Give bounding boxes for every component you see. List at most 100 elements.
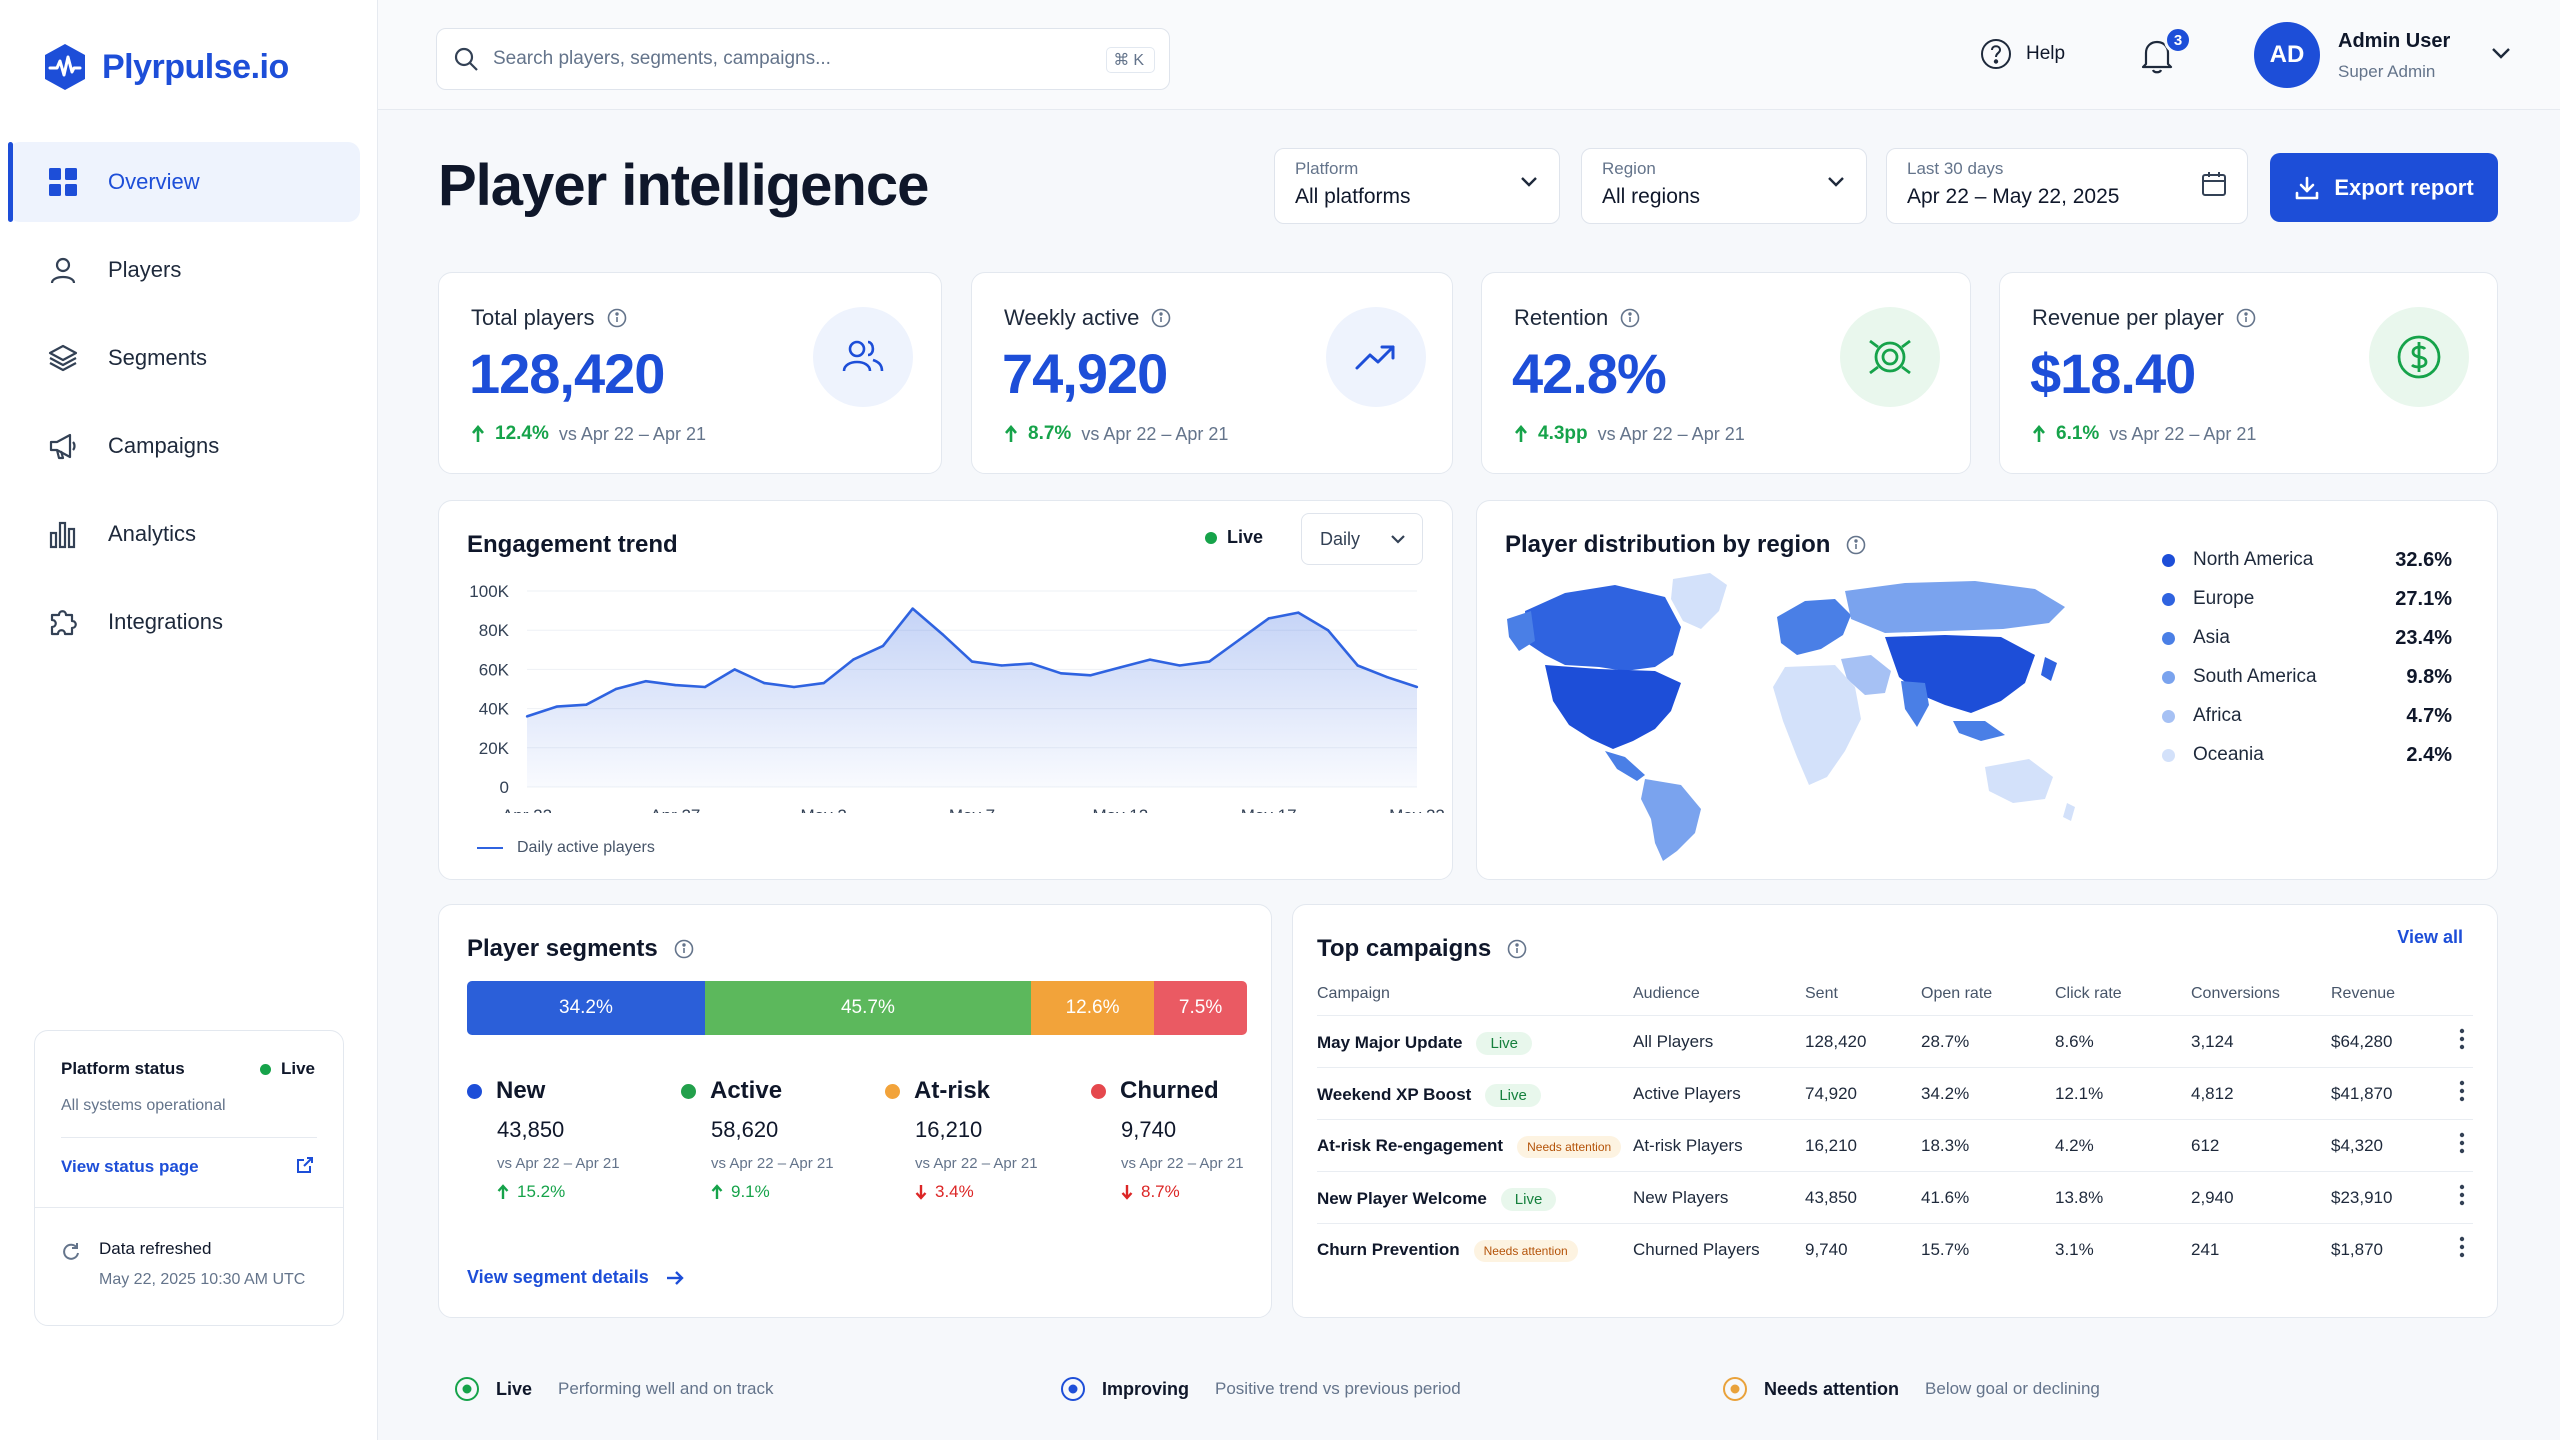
date-range-filter[interactable]: Last 30 days Apr 22 – May 22, 2025 [1886, 148, 2248, 224]
search-input[interactable] [493, 48, 1053, 70]
world-map[interactable] [1505, 571, 2095, 861]
data-point [1297, 611, 1300, 614]
sidebar-item-analytics[interactable]: Analytics [8, 494, 360, 574]
view-segment-details-label: View segment details [467, 1267, 649, 1287]
view-all-campaigns-link[interactable]: View all [2397, 927, 2463, 947]
campaign-revenue: $4,320 [2331, 1136, 2383, 1155]
export-report-button[interactable]: Export report [2270, 153, 2498, 222]
legend-needs-attention: Needs attention Below goal or declining [1722, 1376, 2100, 1402]
data-point [852, 658, 855, 661]
kpi-title-text: Revenue per player [2032, 305, 2225, 330]
kpi-value: 42.8% [1512, 342, 1667, 405]
segment-bar-new[interactable]: 34.2% [467, 981, 705, 1035]
more-vertical-icon[interactable] [2459, 1184, 2465, 1206]
more-vertical-icon[interactable] [2459, 1028, 2465, 1050]
refresh-icon[interactable] [61, 1241, 81, 1261]
platform-status-title: Platform status [61, 1059, 185, 1078]
campaign-open-rate: 41.6% [1921, 1188, 1970, 1207]
sidebar-item-integrations[interactable]: Integrations [8, 582, 360, 662]
campaign-conversions: 3,124 [2191, 1032, 2234, 1051]
column-header[interactable]: Click rate [2055, 985, 2122, 1002]
sidebar-item-players[interactable]: Players [8, 230, 360, 310]
notification-count-badge: 3 [2164, 26, 2192, 54]
region-swatch [2162, 709, 2175, 723]
attention-circle-icon [1723, 1377, 1747, 1401]
view-segment-details-link[interactable]: View segment details [467, 1267, 685, 1288]
filter-label: Region [1602, 159, 1656, 178]
platform-filter[interactable]: Platform All platforms [1274, 148, 1560, 224]
info-icon[interactable] [1846, 535, 1866, 555]
external-link-icon[interactable] [295, 1155, 315, 1175]
sidebar-item-overview[interactable]: Overview [8, 142, 360, 222]
segment-bar-active[interactable]: 45.7% [704, 981, 1031, 1035]
kpi-icon-badge [813, 307, 913, 407]
view-status-page-link[interactable]: View status page [61, 1157, 199, 1176]
kpi-title: Revenue per player [2032, 305, 2256, 331]
campaign-audience: At-risk Players [1633, 1136, 1743, 1155]
x-tick-label: May 17 [1241, 806, 1297, 813]
segment-count: 58,620 [711, 1117, 779, 1142]
info-icon[interactable] [607, 308, 627, 328]
chevron-down-icon[interactable] [2490, 46, 2512, 60]
column-header[interactable]: Audience [1633, 985, 1700, 1002]
sidebar-item-campaigns[interactable]: Campaigns [8, 406, 360, 486]
help-button[interactable]: Help [1980, 38, 2065, 70]
brand-logo[interactable]: Plyrpulse.io [42, 42, 289, 92]
region-name: Africa [2193, 705, 2242, 726]
kpi-card-revenue-per-player: Revenue per player $18.40 6.1% vs Apr 22… [1999, 272, 2498, 474]
kpi-value: $18.40 [2030, 342, 2196, 405]
x-tick-label: May 12 [1092, 806, 1148, 813]
region-legend-item: Africa 4.7% [2162, 701, 2452, 731]
campaign-name-text: At-risk Re-engagement [1317, 1136, 1504, 1155]
info-icon[interactable] [1620, 308, 1640, 328]
help-circle-icon [1981, 39, 2011, 69]
campaign-conversions: 241 [2191, 1240, 2220, 1259]
table-row[interactable]: Weekend XP Boost Live Active Players 74,9… [1317, 1067, 2473, 1119]
card-title-text: Player distribution by region [1505, 531, 1831, 558]
y-tick-label: 20K [479, 739, 510, 758]
kpi-delta-value: 8.7% [1028, 423, 1072, 444]
region-filter[interactable]: Region All regions [1581, 148, 1867, 224]
bar-chart-icon [49, 521, 76, 549]
info-icon[interactable] [2236, 308, 2256, 328]
table-row[interactable]: At-risk Re-engagement Needs attention At-… [1317, 1119, 2473, 1171]
interval-select[interactable]: Daily [1301, 513, 1423, 565]
improving-circle-icon [1061, 1377, 1085, 1401]
segment-new[interactable]: New 43,850 vs Apr 22 – Apr 21 15.2% [467, 1077, 620, 1202]
user-name[interactable]: Admin User [2338, 30, 2451, 52]
pulse-logo-icon [45, 44, 85, 90]
kpi-compare: vs Apr 22 – Apr 21 [2109, 423, 2257, 444]
more-vertical-icon[interactable] [2459, 1080, 2465, 1102]
sidebar-item-segments[interactable]: Segments [8, 318, 360, 398]
column-header[interactable]: Revenue [2331, 985, 2396, 1002]
help-label: Help [2026, 43, 2066, 64]
segment-bar-churned[interactable]: 7.5% [1154, 981, 1247, 1035]
more-vertical-icon[interactable] [2459, 1236, 2465, 1258]
column-header[interactable]: Sent [1805, 985, 1838, 1002]
search-box[interactable]: ⌘K [436, 28, 1170, 90]
avatar[interactable]: AD [2254, 22, 2320, 88]
campaign-revenue: $23,910 [2331, 1188, 2393, 1207]
map-region-alaska [1507, 611, 1535, 651]
legend-label: Daily active players [517, 839, 655, 856]
more-vertical-icon[interactable] [2459, 1132, 2465, 1154]
region-legend-item: South America 9.8% [2162, 662, 2452, 692]
segment-bar-at-risk[interactable]: 12.6% [1030, 981, 1155, 1035]
column-header[interactable]: Conversions [2191, 985, 2280, 1002]
column-header[interactable]: Open rate [1921, 985, 1993, 1002]
table-row[interactable]: May Major Update Live All Players 128,420… [1317, 1015, 2473, 1067]
info-icon[interactable] [674, 939, 694, 959]
data-point [585, 703, 588, 706]
column-header[interactable]: Campaign [1317, 985, 1390, 1002]
filter-value: All regions [1602, 185, 1701, 208]
info-icon[interactable] [1507, 939, 1527, 959]
table-row[interactable]: New Player Welcome Live New Players 43,85… [1317, 1171, 2473, 1223]
notifications-button[interactable]: 3 [2140, 26, 2192, 74]
x-tick-label: Apr 22 [502, 806, 552, 813]
info-icon[interactable] [1151, 308, 1171, 328]
table-row[interactable]: Churn Prevention Needs attention Churned … [1317, 1223, 2473, 1275]
segment-at-risk[interactable]: At-risk 16,210 vs Apr 22 – Apr 21 3.4% [885, 1077, 1038, 1202]
segment-active[interactable]: Active 58,620 vs Apr 22 – Apr 21 9.1% [681, 1077, 834, 1202]
region-pct: 23.4% [2395, 626, 2452, 649]
segment-churned[interactable]: Churned 9,740 vs Apr 22 – Apr 21 8.7% [1091, 1077, 1244, 1202]
